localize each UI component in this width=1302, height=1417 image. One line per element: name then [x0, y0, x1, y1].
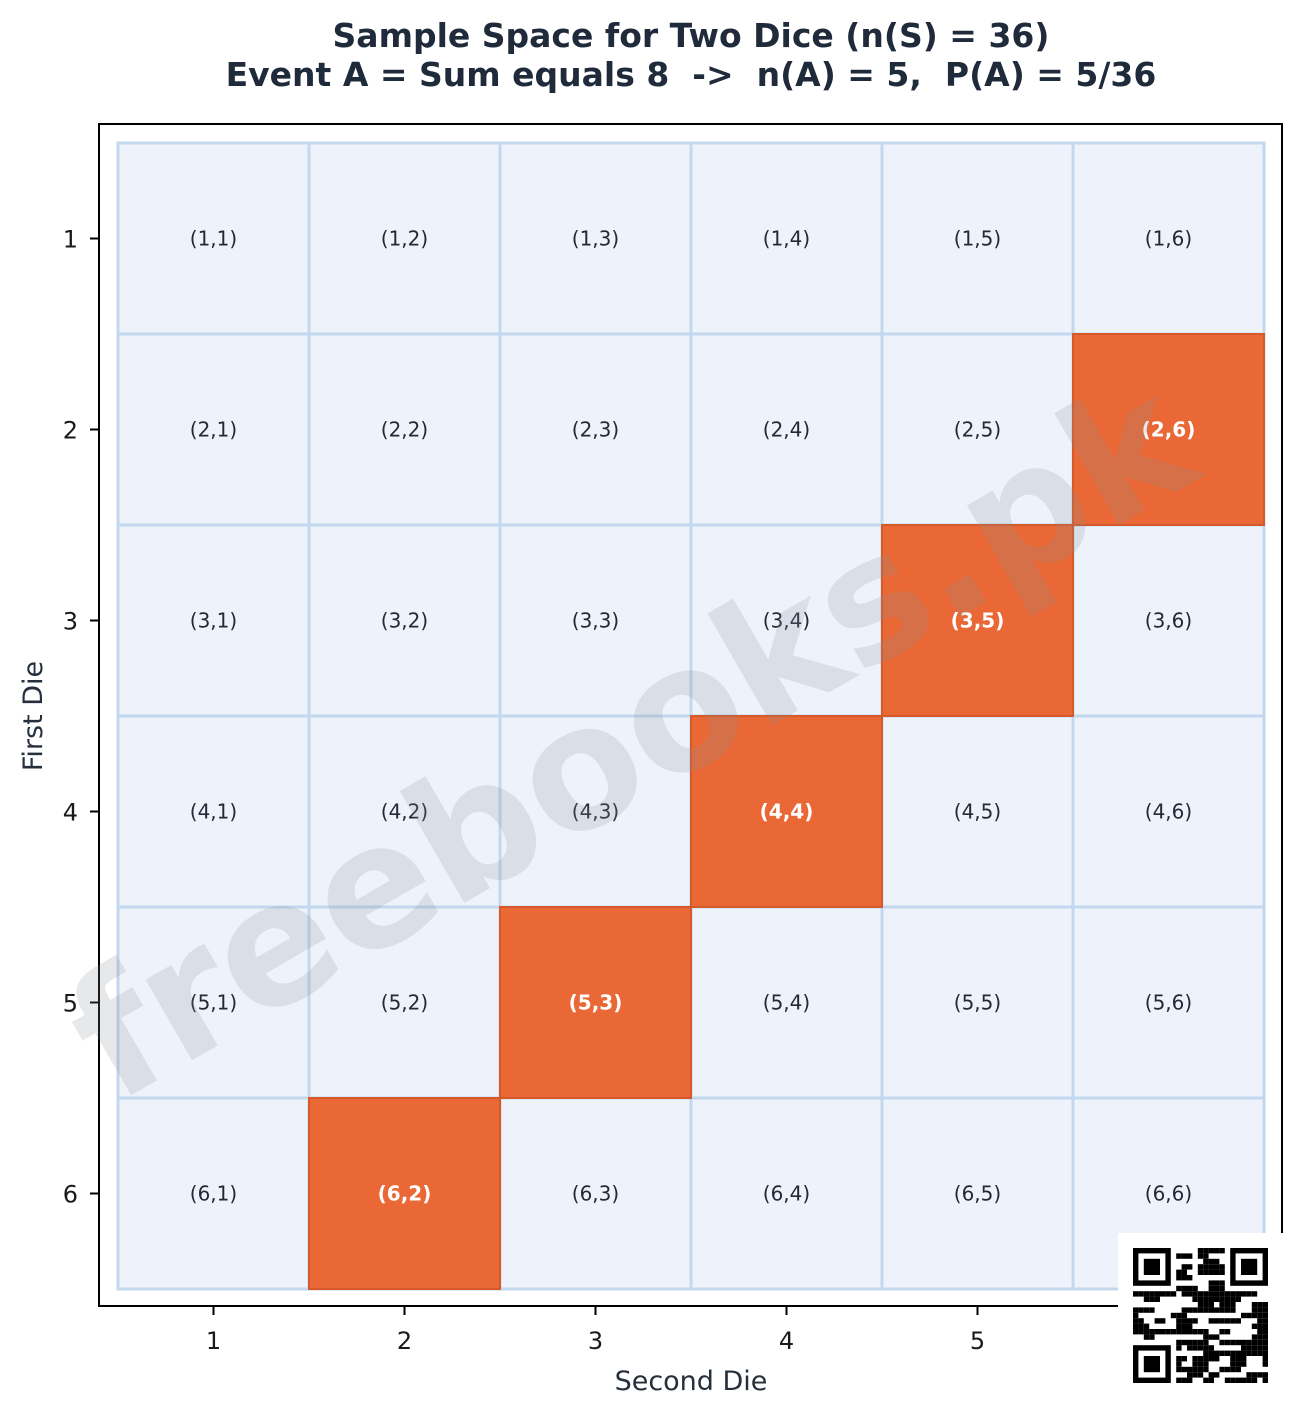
chart-subtitle: Event A = Sum equals 8 -> n(A) = 5, P(A)…	[226, 55, 1157, 94]
cell-label-3-1: (3,1)	[190, 609, 237, 633]
cell-label-1-5: (1,5)	[954, 227, 1001, 251]
highlight-cell-2-6	[1072, 333, 1265, 526]
cell-3-3	[498, 523, 693, 718]
chart-title: Sample Space for Two Dice (n(S) = 36)	[333, 16, 1050, 55]
cell-1-1	[116, 141, 311, 336]
cell-label-2-1: (2,1)	[190, 418, 237, 442]
cell-label-5-2: (5,2)	[381, 991, 428, 1015]
cell-label-4-4: (4,4)	[760, 800, 814, 824]
cell-1-3	[498, 141, 693, 336]
cell-label-1-4: (1,4)	[763, 227, 810, 251]
cell-2-3	[498, 332, 693, 527]
cell-label-2-3: (2,3)	[572, 418, 619, 442]
cell-label-4-6: (4,6)	[1145, 800, 1192, 824]
cell-label-2-4: (2,4)	[763, 418, 810, 442]
qr-code-icon	[1118, 1233, 1284, 1399]
cell-label-3-6: (3,6)	[1145, 609, 1192, 633]
cell-6-5	[880, 1096, 1075, 1291]
cell-label-6-4: (6,4)	[763, 1182, 810, 1206]
y-axis-label: First Die	[18, 661, 49, 771]
cell-label-6-1: (6,1)	[190, 1182, 237, 1206]
cell-3-6	[1071, 523, 1266, 718]
x-tick-label: 5	[970, 1327, 985, 1355]
cell-label-3-2: (3,2)	[381, 609, 428, 633]
cell-5-4	[689, 905, 884, 1100]
cell-label-6-2: (6,2)	[378, 1182, 432, 1206]
cell-label-5-1: (5,1)	[190, 991, 237, 1015]
y-tick-label: 4	[63, 799, 78, 827]
cell-label-5-4: (5,4)	[763, 991, 810, 1015]
cell-label-6-3: (6,3)	[572, 1182, 619, 1206]
x-tick-label: 2	[397, 1327, 412, 1355]
cell-label-4-3: (4,3)	[572, 800, 619, 824]
cell-4-2	[307, 714, 502, 909]
y-tick-label: 5	[63, 990, 78, 1018]
cell-5-6	[1071, 905, 1266, 1100]
cell-4-3	[498, 714, 693, 909]
cell-5-2	[307, 905, 502, 1100]
cell-label-3-5: (3,5)	[951, 609, 1005, 633]
cell-4-1	[116, 714, 311, 909]
highlight-cell-3-5	[881, 524, 1074, 717]
cell-label-6-6: (6,6)	[1145, 1182, 1192, 1206]
cell-label-4-5: (4,5)	[954, 800, 1001, 824]
cell-label-1-3: (1,3)	[572, 227, 619, 251]
y-tick-label: 6	[63, 1181, 78, 1209]
highlight-cell-4-4	[690, 715, 883, 908]
cell-label-4-1: (4,1)	[190, 800, 237, 824]
cell-label-5-3: (5,3)	[569, 991, 623, 1015]
cell-label-5-5: (5,5)	[954, 991, 1001, 1015]
cell-label-4-2: (4,2)	[381, 800, 428, 824]
cell-6-3	[498, 1096, 693, 1291]
cell-label-2-6: (2,6)	[1142, 418, 1196, 442]
cell-3-1	[116, 523, 311, 718]
cell-label-1-6: (1,6)	[1145, 227, 1192, 251]
y-tick-label: 2	[63, 417, 78, 445]
cell-label-3-4: (3,4)	[763, 609, 810, 633]
cell-6-4	[689, 1096, 884, 1291]
cells-layer: (1,1) (1,2) (1,3) (1,4) (1,5) (1,6) (2,1) (2,2)…	[116, 141, 1266, 1291]
cell-2-5	[880, 332, 1075, 527]
cell-label-1-1: (1,1)	[190, 227, 237, 251]
cell-label-2-2: (2,2)	[381, 418, 428, 442]
cell-1-2	[307, 141, 502, 336]
cell-label-5-6: (5,6)	[1145, 991, 1192, 1015]
highlight-cell-5-3	[499, 906, 692, 1099]
y-tick-label: 3	[63, 608, 78, 636]
x-tick-label: 4	[779, 1327, 794, 1355]
x-tick-label: 3	[588, 1327, 603, 1355]
cell-2-1	[116, 332, 311, 527]
highlight-cell-6-2	[308, 1097, 501, 1290]
y-tick-label: 1	[63, 226, 78, 254]
cell-label-3-3: (3,3)	[572, 609, 619, 633]
cell-label-2-5: (2,5)	[954, 418, 1001, 442]
cell-label-6-5: (6,5)	[954, 1182, 1001, 1206]
cell-1-5	[880, 141, 1075, 336]
cell-4-6	[1071, 714, 1266, 909]
cell-3-4	[689, 523, 884, 718]
x-axis-label: Second Die	[615, 1366, 768, 1397]
x-tick-label: 1	[206, 1327, 221, 1355]
cell-label-1-2: (1,2)	[381, 227, 428, 251]
